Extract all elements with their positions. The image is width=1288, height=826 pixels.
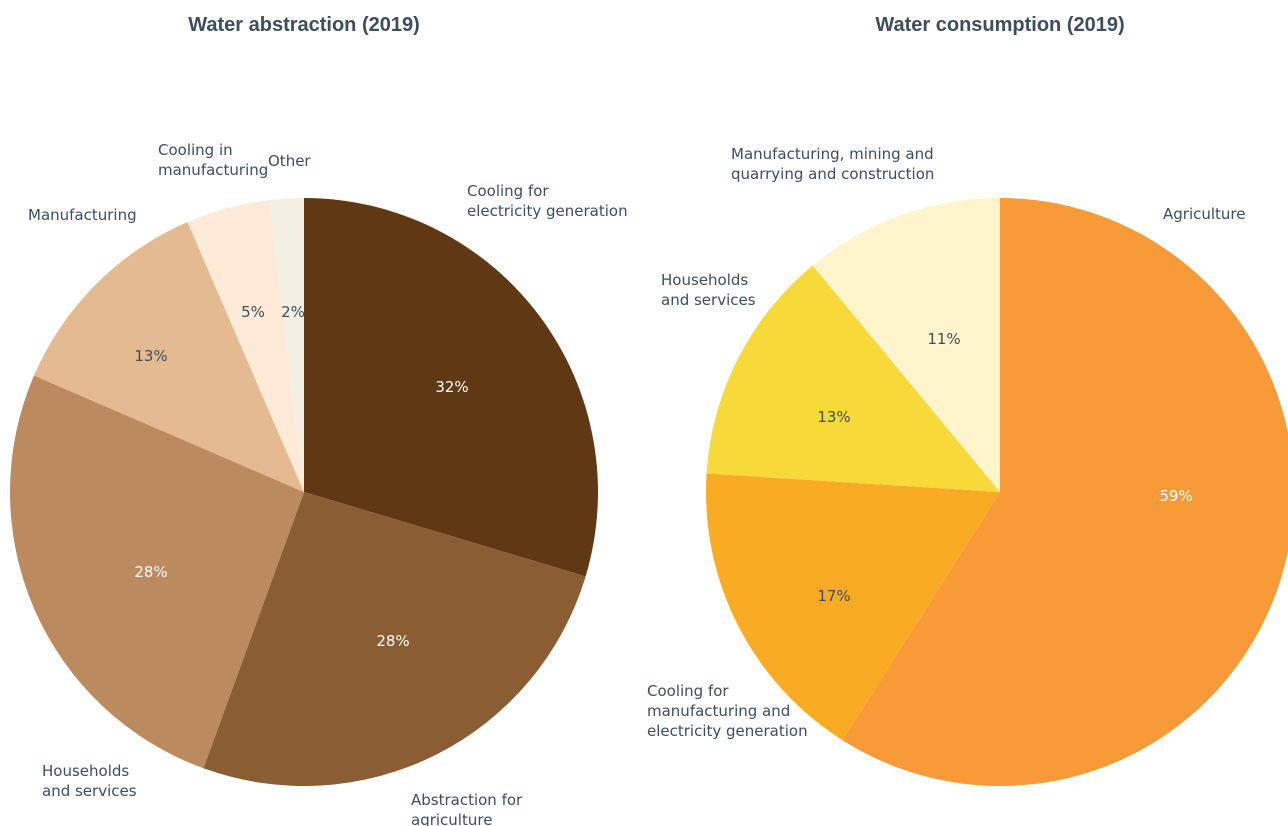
slice-value-label: 13% — [134, 347, 167, 365]
slice-value-label: 5% — [241, 303, 265, 321]
pie-slice — [9, 375, 305, 769]
slice-category-label: Households and services — [661, 271, 756, 309]
slice-category-label: Households and services — [42, 762, 137, 800]
pie-slice — [187, 199, 304, 493]
abstraction-chart-title: Water abstraction (2019) — [188, 14, 420, 36]
slice-value-label: 32% — [435, 378, 468, 396]
pie-slice — [203, 492, 586, 786]
slice-category-label: Abstraction for agriculture — [411, 791, 523, 826]
slice-category-label: Agriculture — [1163, 205, 1246, 223]
consumption-chart-title: Water consumption (2019) — [875, 14, 1125, 36]
pie-slice — [842, 198, 1288, 786]
slice-value-label: 13% — [817, 408, 850, 426]
slice-category-label: Manufacturing — [28, 206, 137, 224]
pie-slice — [269, 198, 304, 492]
pie-slice — [304, 198, 599, 577]
slice-value-label: 28% — [134, 563, 167, 581]
pie-slice — [34, 222, 304, 493]
pie-slice — [812, 198, 1000, 492]
slice-value-label: 28% — [376, 632, 409, 650]
pie-slice — [706, 473, 1000, 741]
slice-category-label: Cooling in manufacturing — [158, 141, 268, 179]
slice-value-label: 17% — [817, 587, 850, 605]
slice-value-label: 11% — [927, 330, 960, 348]
slice-category-label: Other — [268, 152, 311, 170]
slice-category-label: Manufacturing, mining and quarrying and c… — [731, 145, 934, 183]
slice-value-label: 2% — [281, 303, 305, 321]
slice-value-label: 59% — [1159, 487, 1192, 505]
slice-category-label: Cooling for electricity generation — [467, 182, 628, 220]
pie-slice — [706, 265, 1000, 492]
slice-category-label: Cooling for manufacturing and electricity … — [647, 682, 808, 740]
